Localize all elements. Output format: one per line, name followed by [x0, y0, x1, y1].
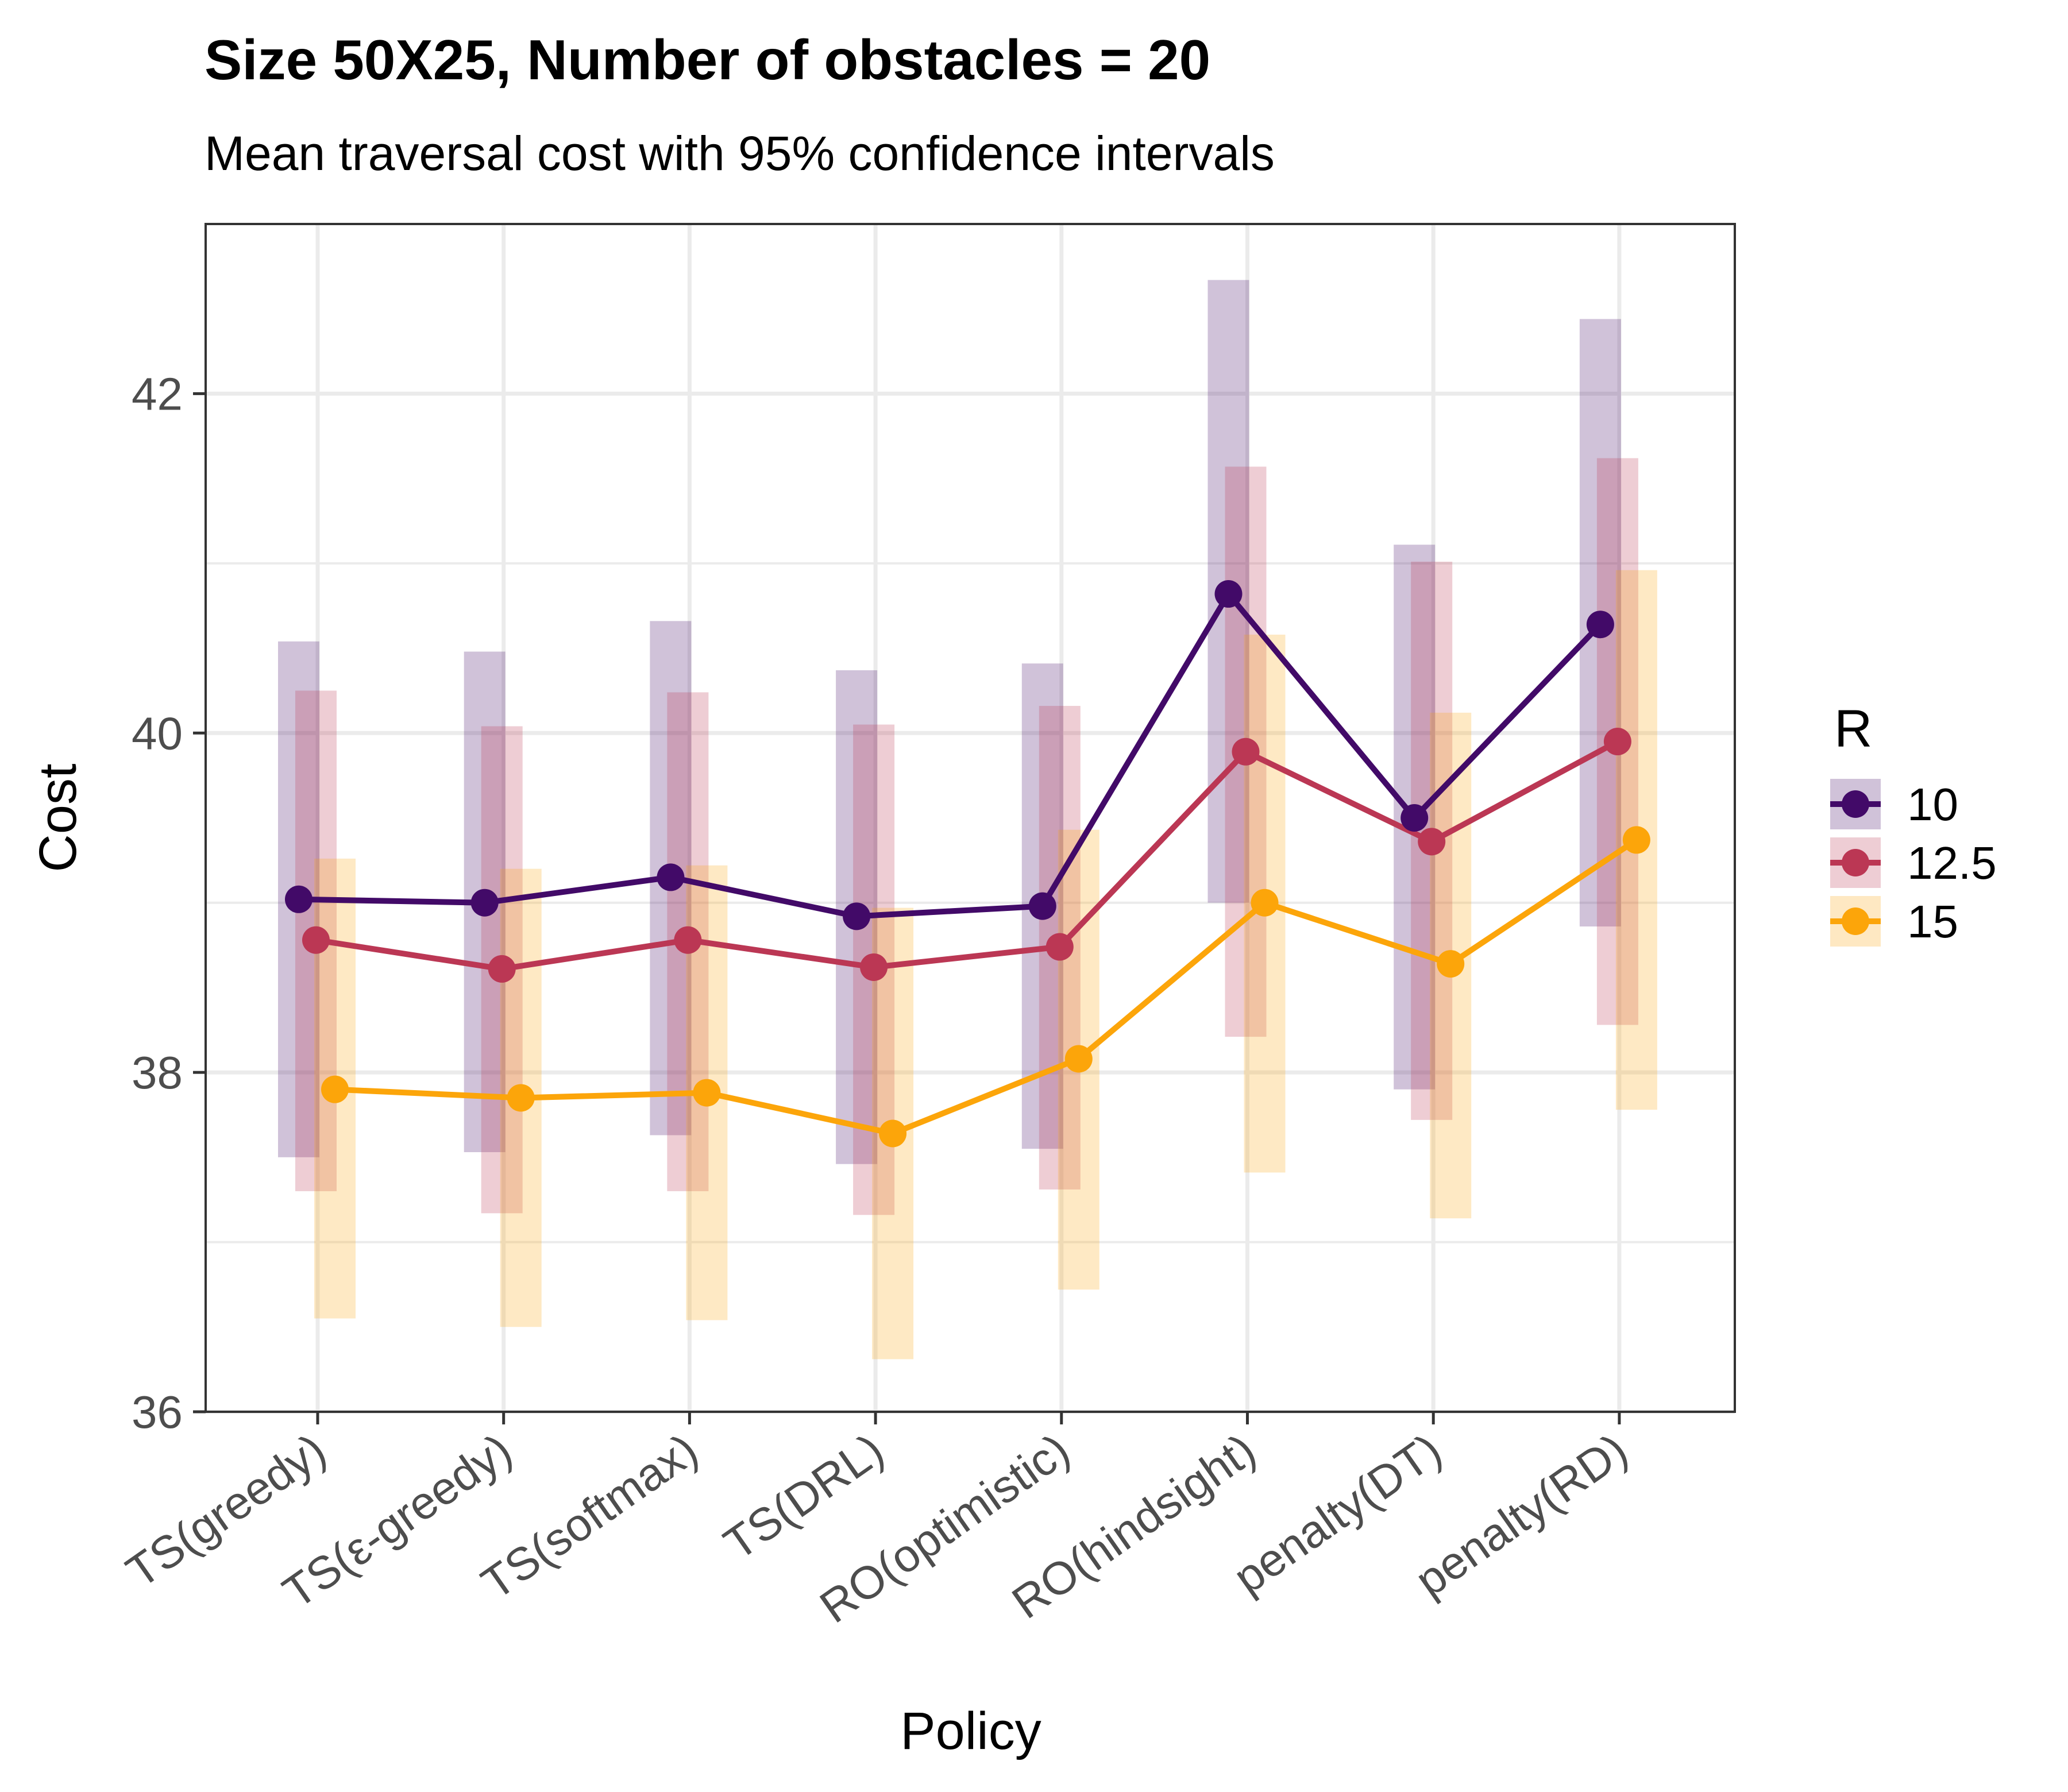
data-point-10 [1400, 804, 1429, 832]
confidence-bars [278, 280, 1657, 1360]
data-point-15 [1064, 1045, 1093, 1073]
data-point-15 [1251, 889, 1279, 917]
data-point-12-5 [1603, 728, 1631, 756]
legend-key-point [1842, 907, 1869, 935]
data-point-12-5 [488, 955, 516, 983]
data-point-15 [693, 1079, 721, 1107]
data-point-12-5 [302, 926, 330, 954]
data-point-15 [1622, 826, 1650, 854]
x-axis: TS(greedy)TS(ε-greedy)TS(softmax) TS(DRL)… [117, 1412, 1637, 1633]
legend: R 10 12.5 15 [1830, 700, 1997, 947]
data-point-12-5 [1232, 737, 1260, 766]
y-tick-label: 40 [132, 708, 183, 759]
y-tick-label: 42 [132, 368, 183, 419]
series-line-15 [332, 837, 1639, 1137]
data-point-10 [657, 863, 685, 891]
chart-subtitle: Mean traversal cost with 95% confidence … [205, 126, 1275, 180]
series-lines [296, 591, 1639, 1137]
legend-label-10: 10 [1907, 779, 1958, 830]
data-point-10 [843, 902, 871, 930]
x-tick-label: penalty(RD) [1406, 1424, 1637, 1606]
y-axis: 36 38 40 42 [132, 368, 206, 1438]
legend-key-point [1842, 790, 1869, 818]
series-line-10 [296, 591, 1603, 920]
legend-key-point [1842, 849, 1869, 876]
plot-panel-border [205, 223, 1736, 1413]
data-point-10 [1586, 611, 1614, 639]
grid [206, 223, 1735, 1414]
x-axis-title: Policy [900, 1702, 1041, 1760]
data-points [285, 580, 1650, 1148]
series-line-12-5 [313, 739, 1621, 972]
data-point-12-5 [1418, 828, 1446, 856]
chart-title: Size 50X25, Number of obstacles = 20 [205, 28, 1210, 91]
data-point-10 [470, 889, 499, 917]
data-point-15 [879, 1119, 907, 1148]
y-tick-label: 36 [132, 1387, 183, 1438]
data-point-15 [321, 1075, 349, 1103]
data-point-15 [1437, 950, 1465, 978]
legend-title: R [1834, 700, 1872, 758]
y-tick-label: 38 [132, 1047, 183, 1098]
y-axis-title: Cost [29, 763, 87, 872]
data-point-15 [507, 1084, 535, 1112]
x-tick-label: TS(DRL) [715, 1424, 893, 1570]
data-point-12-5 [860, 953, 888, 981]
data-point-12-5 [674, 926, 702, 954]
data-point-10 [1028, 892, 1056, 920]
data-point-10 [285, 885, 312, 913]
legend-label-12-5: 12.5 [1907, 837, 1997, 889]
data-point-12-5 [1045, 933, 1074, 961]
data-point-10 [1214, 580, 1243, 608]
legend-label-15: 15 [1907, 896, 1958, 947]
